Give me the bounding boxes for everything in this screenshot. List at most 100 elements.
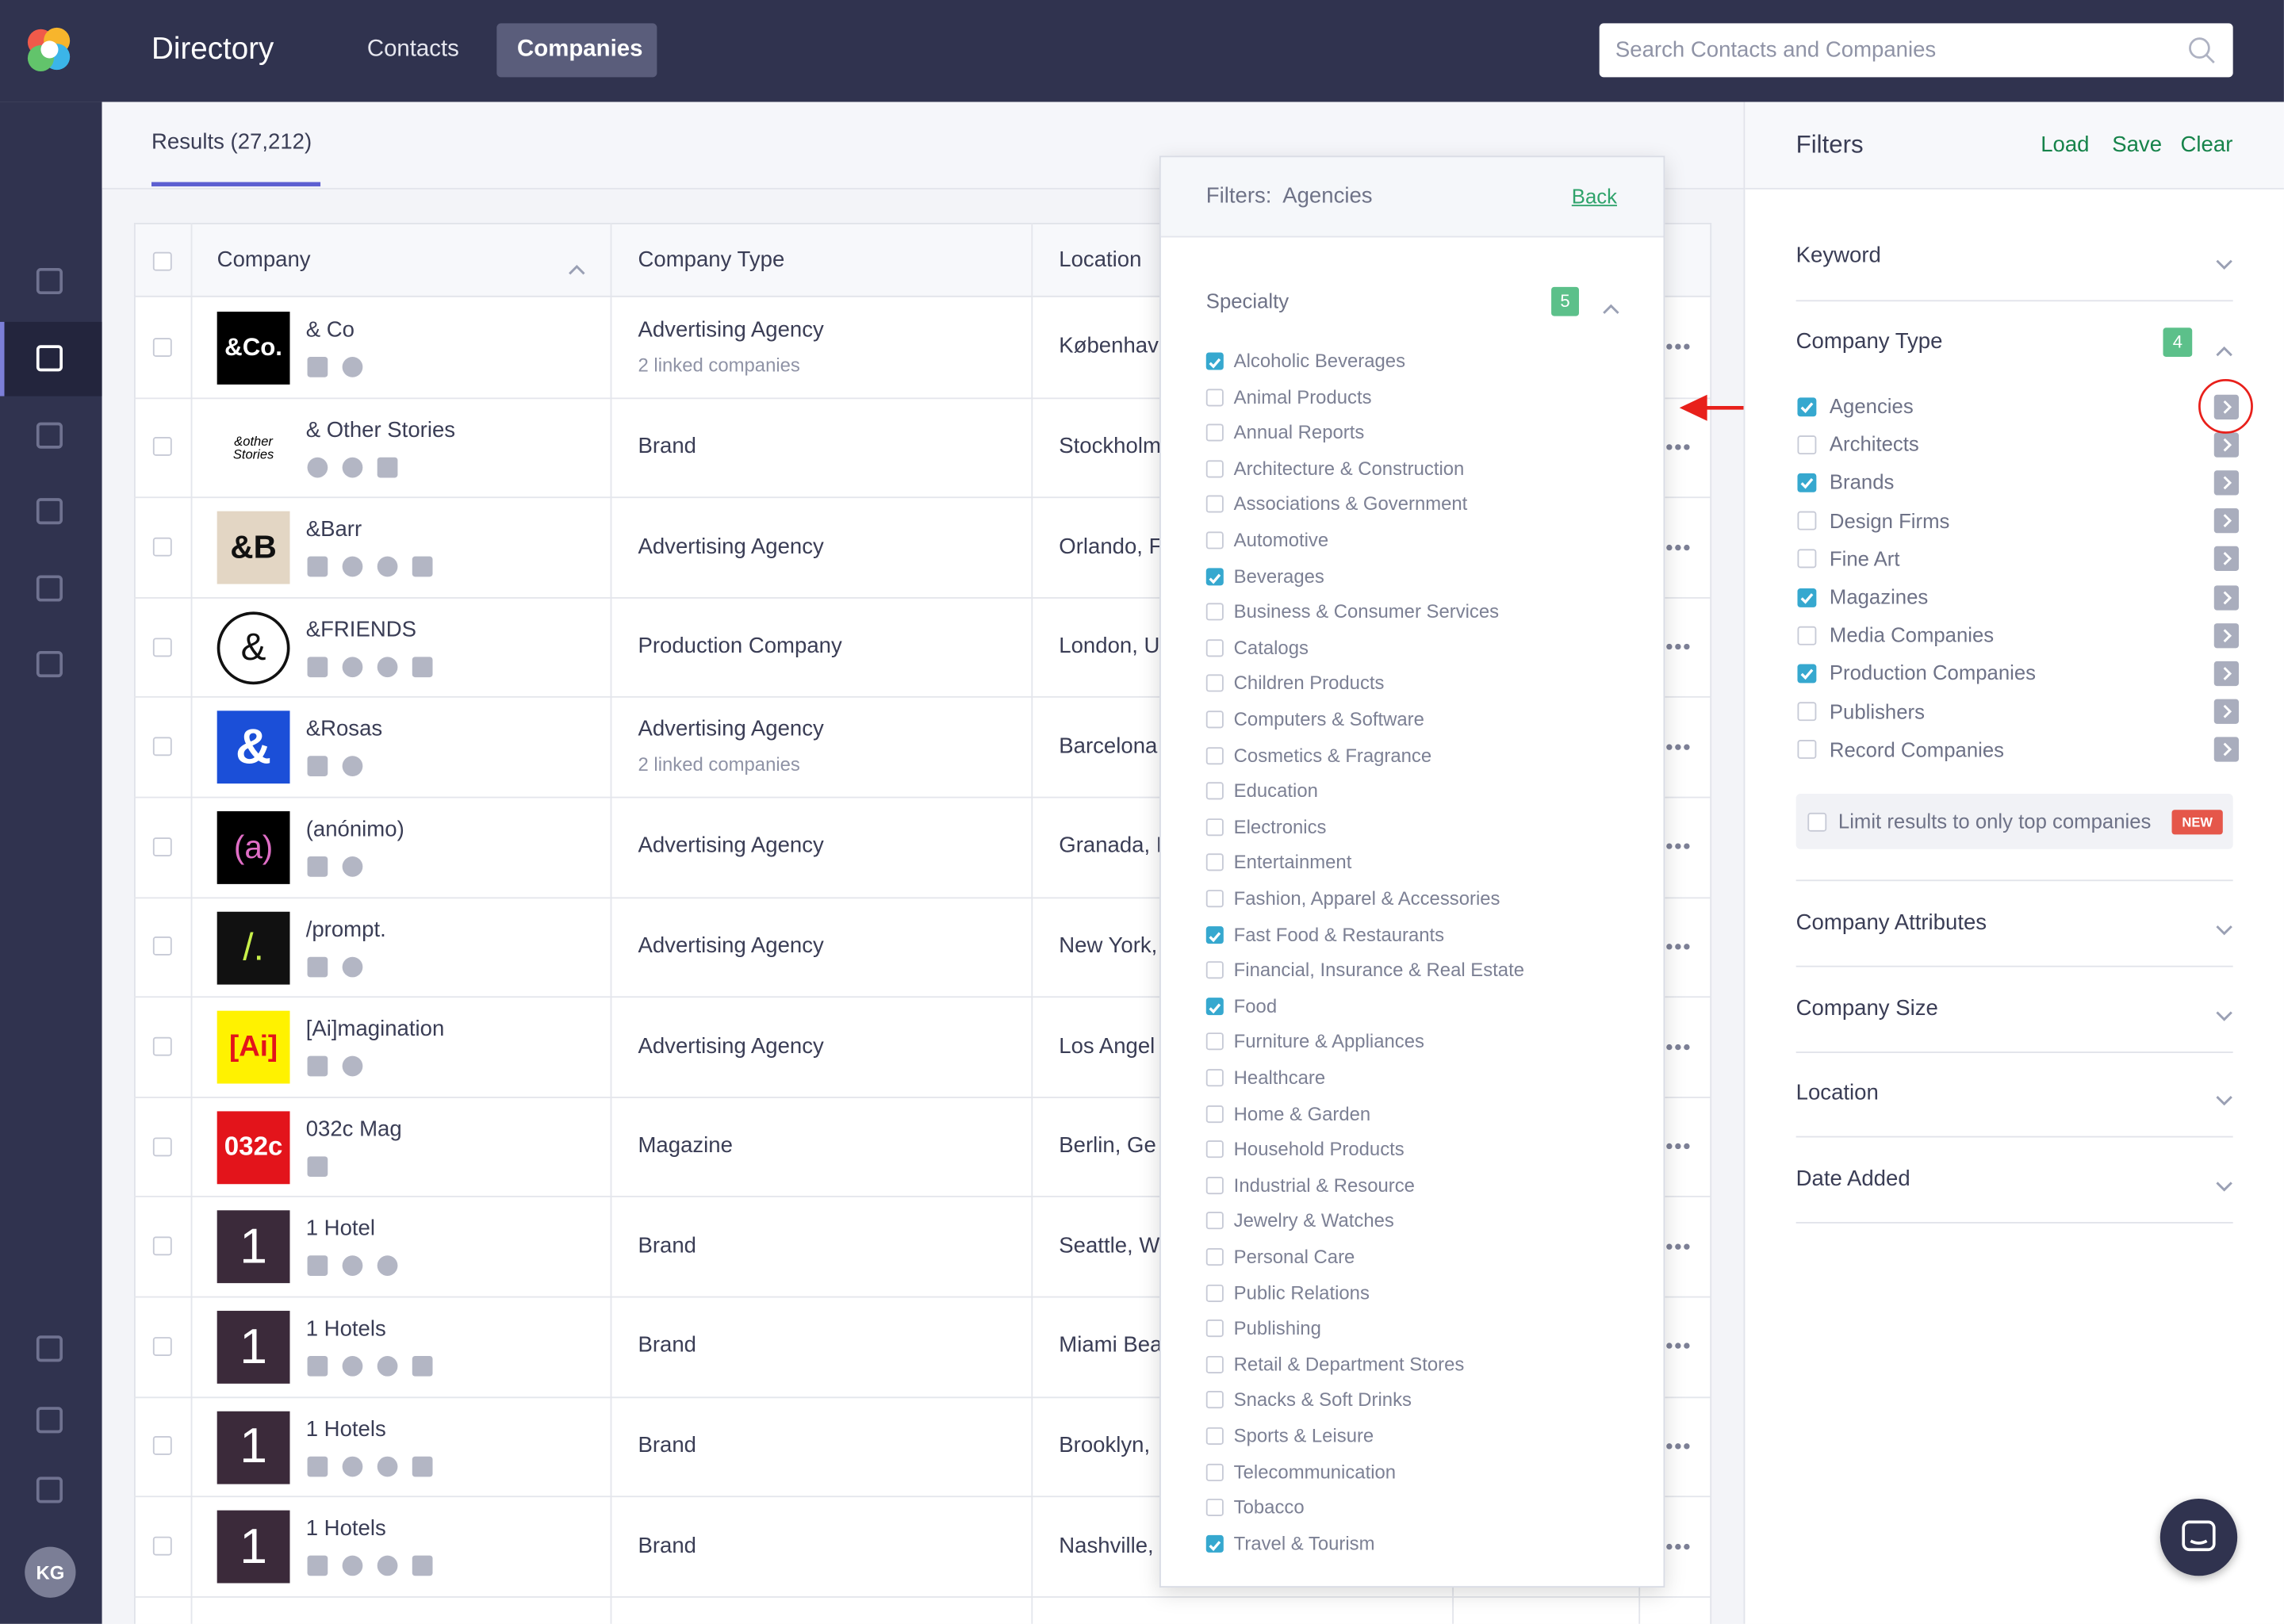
company-name[interactable]: /prompt. — [305, 917, 386, 942]
filter-section[interactable]: Company Attributes — [1795, 910, 1987, 936]
company-name[interactable]: &Barr — [305, 517, 362, 542]
specialty-option[interactable]: Sports & Leisure — [1233, 1424, 1374, 1447]
checkbox[interactable] — [1205, 746, 1224, 764]
social-icon[interactable] — [307, 1355, 328, 1377]
filter-section[interactable]: Company Type — [1795, 329, 1943, 354]
specialty-option[interactable]: Education — [1233, 779, 1318, 802]
company-type-option[interactable]: Brands — [1829, 470, 1895, 494]
specialty-option[interactable]: Household Products — [1233, 1138, 1405, 1160]
checkbox[interactable] — [1205, 1105, 1224, 1123]
specialty-option[interactable]: Alcoholic Beverages — [1233, 350, 1406, 372]
specialty-option[interactable]: Personal Care — [1233, 1245, 1355, 1268]
checkbox[interactable] — [1205, 1176, 1224, 1194]
option-expand[interactable] — [2213, 431, 2240, 458]
checkbox[interactable] — [152, 637, 172, 657]
social-icon[interactable] — [307, 656, 328, 677]
checkbox[interactable] — [1205, 1284, 1224, 1302]
filter-section[interactable]: Company Size — [1795, 995, 1938, 1021]
specialty-option[interactable]: Annual Reports — [1233, 421, 1365, 444]
nav-icon[interactable] — [36, 1477, 63, 1503]
social-icon[interactable] — [307, 456, 328, 477]
checkbox[interactable] — [1797, 740, 1817, 760]
social-icon[interactable] — [307, 356, 328, 377]
nav-icon[interactable] — [36, 575, 63, 602]
checkbox[interactable] — [152, 936, 172, 956]
checkbox[interactable] — [1205, 423, 1224, 442]
social-icon[interactable] — [307, 1155, 328, 1177]
social-icon[interactable] — [342, 656, 363, 677]
filter-action[interactable]: Save — [2112, 132, 2163, 158]
chat-button[interactable] — [2159, 1498, 2238, 1576]
limit-label[interactable]: Limit results to only top companies — [1838, 809, 2152, 833]
specialty-option[interactable]: Jewelry & Watches — [1233, 1209, 1394, 1232]
social-icon[interactable] — [342, 356, 363, 377]
specialty-option[interactable]: Associations & Government — [1233, 492, 1468, 515]
checkbox[interactable] — [1205, 1212, 1224, 1230]
social-icon[interactable] — [377, 1455, 398, 1477]
social-icon[interactable] — [342, 556, 363, 577]
social-icon[interactable] — [377, 556, 398, 577]
checkbox[interactable] — [1205, 1463, 1224, 1481]
social-icon[interactable] — [307, 856, 328, 877]
nav-icon[interactable] — [36, 345, 63, 372]
checkbox[interactable] — [152, 1136, 172, 1156]
nav-tab[interactable]: Contacts — [366, 36, 459, 62]
nav-icon[interactable] — [36, 1335, 63, 1362]
specialty-option[interactable]: Fast Food & Restaurants — [1233, 923, 1445, 945]
checkbox[interactable] — [1205, 638, 1224, 657]
checkbox[interactable] — [152, 1236, 172, 1256]
company-name[interactable]: 1 Hotels — [305, 1416, 386, 1442]
option-expand[interactable] — [2213, 470, 2240, 496]
option-expand[interactable] — [2213, 661, 2240, 686]
nav-tab-active[interactable]: Companies — [517, 36, 643, 62]
company-type-option[interactable]: Media Companies — [1829, 622, 1995, 647]
social-icon[interactable] — [307, 556, 328, 577]
company-type-option[interactable]: Publishers — [1829, 699, 1925, 723]
company-name[interactable]: [Ai]magination — [305, 1017, 445, 1042]
checkbox[interactable] — [1205, 531, 1224, 550]
checkbox[interactable] — [1205, 1069, 1224, 1087]
checkbox[interactable] — [1205, 1427, 1224, 1446]
specialty-option[interactable]: Catalogs — [1233, 636, 1309, 659]
checkbox[interactable] — [1205, 675, 1224, 693]
specialty-option[interactable]: Home & Garden — [1233, 1102, 1371, 1124]
checkbox-checked[interactable] — [1205, 567, 1224, 585]
checkbox[interactable] — [1797, 549, 1817, 569]
checkbox[interactable] — [1797, 435, 1817, 454]
avatar[interactable] — [25, 1546, 76, 1598]
specialty-option[interactable]: Industrial & Resource — [1233, 1174, 1415, 1196]
social-icon[interactable] — [342, 1455, 363, 1477]
specialty-option[interactable]: Children Products — [1233, 672, 1385, 695]
social-icon[interactable] — [307, 1455, 328, 1477]
social-icon[interactable] — [412, 656, 433, 677]
checkbox[interactable] — [1205, 603, 1224, 621]
social-icon[interactable] — [377, 656, 398, 677]
column-header[interactable]: Company — [217, 247, 311, 273]
nav-icon[interactable] — [36, 267, 63, 295]
social-icon[interactable] — [412, 556, 433, 577]
filter-section[interactable]: Date Added — [1795, 1166, 1910, 1191]
social-icon[interactable] — [377, 456, 398, 477]
social-icon[interactable] — [307, 956, 328, 977]
specialty-option[interactable]: Animal Products — [1233, 385, 1372, 408]
social-icon[interactable] — [342, 956, 363, 977]
checkbox[interactable] — [1205, 388, 1224, 406]
option-expand[interactable] — [2213, 546, 2240, 572]
option-expand[interactable] — [2213, 393, 2240, 419]
specialty-option[interactable]: Beverages — [1233, 565, 1324, 587]
option-expand[interactable] — [2213, 699, 2240, 725]
company-type-option[interactable]: Architects — [1829, 432, 1919, 456]
checkbox[interactable] — [152, 337, 172, 357]
checkbox[interactable] — [1205, 961, 1224, 979]
social-icon[interactable] — [377, 1255, 398, 1277]
company-type-option[interactable]: Record Companies — [1829, 737, 2005, 761]
company-name[interactable]: 032c Mag — [305, 1116, 402, 1142]
company-name[interactable]: 1 Hotels — [305, 1316, 386, 1342]
specialty-option[interactable]: Travel & Tourism — [1233, 1532, 1375, 1554]
specialty-option[interactable]: Telecommunication — [1233, 1460, 1397, 1483]
checkbox-checked[interactable] — [1205, 925, 1224, 944]
checkbox[interactable] — [152, 1536, 172, 1556]
company-name[interactable]: & Other Stories — [305, 417, 456, 442]
option-expand[interactable] — [2213, 737, 2240, 763]
company-name[interactable]: (anónimo) — [305, 817, 404, 842]
